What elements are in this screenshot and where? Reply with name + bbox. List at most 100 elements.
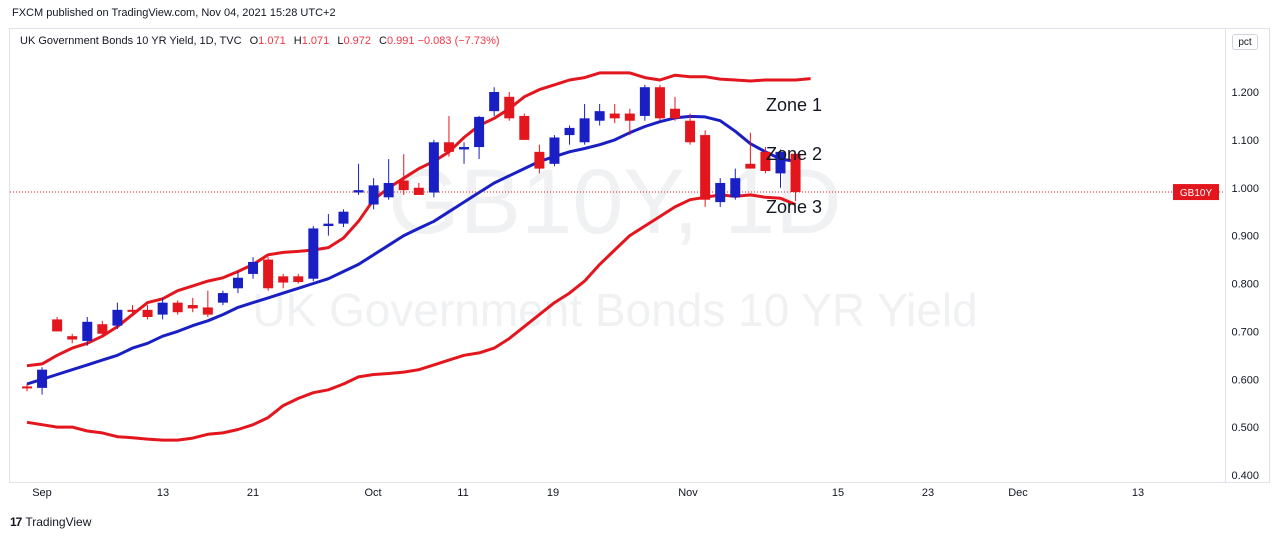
x-tick-label: 11 (457, 487, 468, 499)
candle-body (37, 369, 48, 388)
candle-body (579, 118, 590, 143)
bollinger-basis-line (26, 114, 796, 386)
legend-high-label: H (293, 35, 302, 47)
x-tick-label: 13 (1132, 487, 1144, 499)
candle-body (293, 276, 304, 283)
candle-body (248, 261, 259, 274)
candle-body (187, 305, 198, 309)
candle-body (639, 87, 650, 116)
candle-body (609, 113, 620, 119)
candle-body (232, 277, 243, 289)
candle-body (263, 259, 274, 289)
candle-body (519, 115, 530, 140)
candle-body (97, 324, 108, 334)
zone-label: Zone 1 (766, 95, 822, 115)
legend-open-value: 1.071 (258, 35, 286, 47)
candle-body (745, 163, 756, 169)
y-tick-label: 0.700 (1231, 326, 1259, 338)
candle-body (67, 336, 78, 340)
x-tick-label: 23 (922, 487, 934, 499)
candle-body (428, 142, 439, 193)
y-tick-label: 1.100 (1231, 135, 1259, 147)
legend-symbol: UK Government Bonds 10 YR Yield, 1D, TVC (20, 35, 242, 47)
candle-body (353, 190, 364, 193)
candle-body (308, 228, 319, 279)
candle-body (700, 135, 711, 200)
watermark-name: UK Government Bonds 10 YR Yield (252, 284, 977, 336)
candle-body (127, 309, 138, 312)
legend-close-value: 0.991 (386, 35, 415, 47)
price-label-box (1173, 184, 1219, 201)
x-tick-label: Sep (32, 487, 52, 499)
candle-body (534, 151, 545, 169)
candle-body (670, 108, 681, 119)
legend-change: −0.083 (−7.73%) (417, 35, 500, 47)
candle-body (489, 92, 500, 112)
y-tick-label: 0.600 (1231, 374, 1259, 386)
candle-body (52, 319, 63, 332)
candle-body (459, 147, 470, 150)
percent-scale-button[interactable]: pct (1232, 34, 1258, 50)
candle-body (368, 185, 379, 205)
x-tick-label: Dec (1008, 487, 1028, 499)
footer-brand: TradingView (25, 515, 92, 529)
candle-body (715, 182, 726, 203)
price-axis-separator (1225, 28, 1226, 483)
bollinger-lower-line (26, 193, 797, 442)
candle-body (790, 153, 801, 193)
candle-body (654, 87, 665, 119)
y-tick-label: 0.900 (1231, 231, 1259, 243)
x-tick-label: 15 (832, 487, 844, 499)
candle-body (760, 151, 771, 171)
candle-body (172, 302, 183, 313)
candle-body (278, 276, 289, 283)
candle-body (504, 96, 515, 119)
candle-body (398, 180, 409, 191)
chart-frame[interactable] (9, 28, 1270, 483)
candle-body (142, 309, 153, 318)
zone-label: Zone 2 (766, 144, 822, 164)
y-tick-label: 0.500 (1231, 422, 1259, 434)
legend-low-label: L (337, 35, 344, 47)
footer: 17 TradingView (10, 515, 91, 529)
candle-body (594, 111, 605, 121)
candle-body (383, 182, 394, 198)
candle-body (217, 293, 228, 303)
candle-body (202, 307, 213, 315)
bollinger-upper-line (26, 71, 811, 368)
legend-low-value: 0.972 (343, 35, 371, 47)
candle-body (685, 120, 696, 143)
chart-legend: UK Government Bonds 10 YR Yield, 1D, TVC… (20, 35, 500, 47)
candle-body (624, 113, 635, 121)
y-tick-label: 0.400 (1231, 470, 1259, 482)
candle-body (549, 137, 560, 164)
x-tick-label: Nov (678, 487, 698, 499)
legend-close-label: C (379, 35, 387, 47)
candle-body (157, 302, 168, 315)
y-tick-label: 0.800 (1231, 279, 1259, 291)
price-label-text: GB10Y (1180, 188, 1213, 199)
candle-body (22, 386, 32, 389)
zone-label: Zone 3 (766, 197, 822, 217)
candle-body (564, 127, 575, 136)
x-tick-label: 19 (547, 487, 559, 499)
y-tick-label: 1.200 (1231, 87, 1259, 99)
y-tick-label: 1.000 (1231, 183, 1259, 195)
tradingview-logo-icon: 17 (10, 515, 22, 529)
candle-body (338, 211, 349, 224)
legend-high-value: 1.071 (301, 35, 330, 47)
candle-body (730, 178, 741, 198)
legend-open-label: O (249, 35, 259, 47)
candle-body (82, 321, 93, 341)
candle-body (775, 151, 786, 174)
candle-body (474, 116, 485, 148)
x-tick-label: Oct (364, 487, 381, 499)
x-tick-label: 21 (247, 487, 259, 499)
x-tick-label: 13 (157, 487, 169, 499)
candle-body (443, 142, 454, 152)
candle-body (323, 223, 334, 227)
candle-body (413, 187, 424, 195)
publish-line: FXCM published on TradingView.com, Nov 0… (12, 7, 336, 19)
candle-body (112, 309, 123, 326)
